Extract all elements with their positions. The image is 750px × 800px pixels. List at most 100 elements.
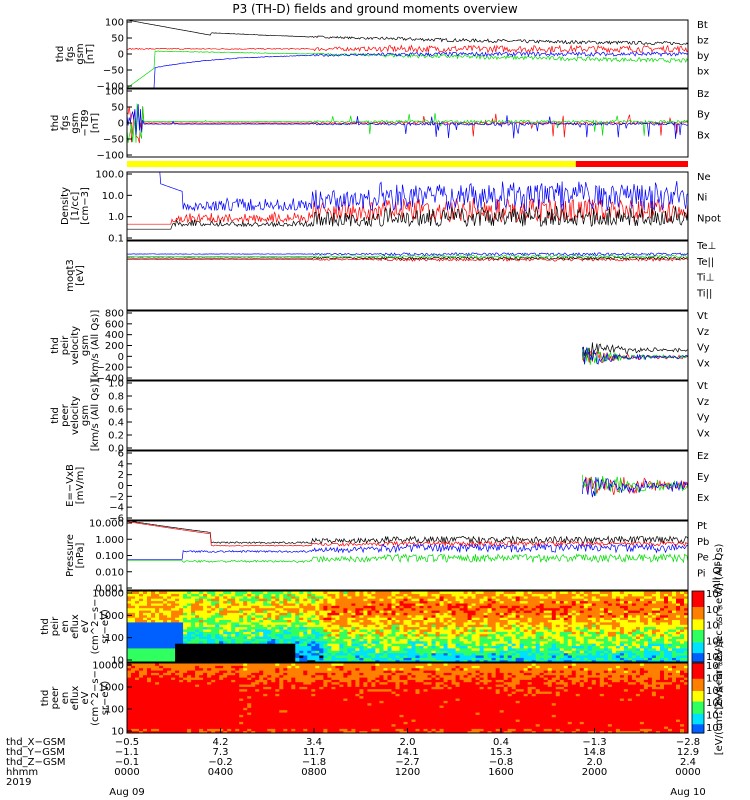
- heat-cell: [607, 605, 613, 609]
- heat-cell: [155, 631, 160, 635]
- y-tick-label: 100: [105, 87, 124, 98]
- heat-cell: [183, 670, 188, 673]
- heat-cell: [219, 643, 224, 647]
- heat-cell: [391, 640, 397, 644]
- heat-cell: [499, 640, 505, 644]
- heat-cell: [567, 640, 573, 644]
- heat-cell: [451, 652, 457, 656]
- heat-cell: [571, 652, 577, 656]
- heat-cell: [635, 636, 641, 639]
- heat-cell: [471, 605, 477, 609]
- heat-cell: [563, 636, 569, 639]
- heat-cell: [175, 688, 180, 692]
- heat-cell: [147, 614, 152, 618]
- heat-cell: [127, 695, 132, 699]
- heat-cell: [171, 726, 176, 729]
- y-axis-label: thd: [50, 115, 61, 132]
- heat-cell: [147, 681, 152, 685]
- heat-cell: [467, 631, 473, 635]
- heat-cell: [339, 593, 344, 597]
- heat-cell: [199, 624, 204, 628]
- heat-cell: [139, 681, 144, 685]
- heat-cell: [283, 614, 288, 618]
- heat-cell: [371, 628, 376, 632]
- heat-cell: [155, 657, 160, 661]
- colorbar-step: [692, 640, 704, 643]
- heat-cell: [295, 619, 300, 623]
- heat-cell: [335, 624, 340, 628]
- heat-cell: [323, 591, 328, 594]
- heat-cell: [559, 628, 565, 632]
- heat-cell: [439, 657, 445, 661]
- heat-cell: [203, 617, 208, 620]
- heat-cell: [519, 638, 525, 642]
- heat-cell: [147, 600, 152, 604]
- heat-cell: [219, 650, 224, 654]
- heat-cell: [179, 726, 184, 729]
- heat-cell: [355, 612, 360, 616]
- heat-cell: [567, 636, 573, 639]
- heat-cell: [215, 619, 220, 623]
- heat-cell: [447, 636, 453, 639]
- heat-cell: [415, 602, 421, 606]
- heat-cell: [619, 617, 625, 620]
- heat-cell: [243, 626, 248, 630]
- heat-cell: [655, 628, 661, 632]
- heat-cell: [680, 617, 685, 620]
- heat-cell: [619, 621, 625, 625]
- heat-cell: [571, 598, 577, 602]
- heat-cell: [595, 600, 601, 604]
- heat-cell: [263, 593, 268, 597]
- heat-cell: [531, 605, 537, 609]
- heat-cell: [684, 591, 688, 594]
- heat-cell: [539, 654, 545, 658]
- heat-cell: [543, 621, 549, 625]
- heat-cell: [680, 593, 685, 597]
- panel-peir_velocity-traces: [581, 342, 688, 365]
- heat-cell: [651, 624, 657, 628]
- heat-cell: [611, 633, 617, 637]
- heat-cell: [676, 657, 681, 661]
- heat-cell: [503, 614, 509, 618]
- heat-cell: [451, 617, 457, 620]
- heat-cell: [591, 612, 597, 616]
- heat-cell: [151, 659, 156, 662]
- heat-cell: [371, 612, 376, 616]
- heat-cell: [187, 691, 192, 694]
- heat-cell: [387, 645, 393, 649]
- heat-cell: [247, 645, 252, 649]
- heat-cell: [643, 650, 649, 654]
- heat-cell: [155, 595, 160, 599]
- heat-cell: [247, 626, 252, 630]
- heat-cell: [415, 628, 421, 632]
- heat-cell: [676, 647, 681, 651]
- heat-cell: [303, 650, 308, 654]
- heat-cell: [684, 605, 688, 609]
- heat-cell: [511, 643, 517, 647]
- heat-cell: [175, 723, 180, 727]
- heat-cell: [347, 624, 352, 628]
- heat-cell: [151, 654, 156, 658]
- heat-cell: [415, 647, 421, 651]
- heat-cell: [139, 600, 144, 604]
- heat-cell: [439, 647, 445, 651]
- heat-cell: [339, 600, 344, 604]
- heat-cell: [343, 593, 348, 597]
- heat-cell: [371, 645, 376, 649]
- heat-cell: [435, 602, 441, 606]
- heat-cell: [347, 602, 352, 606]
- heat-cell: [163, 728, 168, 732]
- heat-cell: [375, 617, 380, 620]
- heat-cell: [535, 621, 541, 625]
- heat-cell: [676, 612, 681, 616]
- heat-cell: [491, 636, 497, 639]
- heat-cell: [343, 640, 348, 644]
- heat-cell: [347, 593, 352, 597]
- heat-cell: [511, 595, 517, 599]
- heat-cell: [567, 600, 573, 604]
- heat-cell: [331, 591, 336, 594]
- heat-cell: [387, 600, 393, 604]
- heat-cell: [295, 609, 300, 613]
- colorbar-step: [692, 642, 704, 645]
